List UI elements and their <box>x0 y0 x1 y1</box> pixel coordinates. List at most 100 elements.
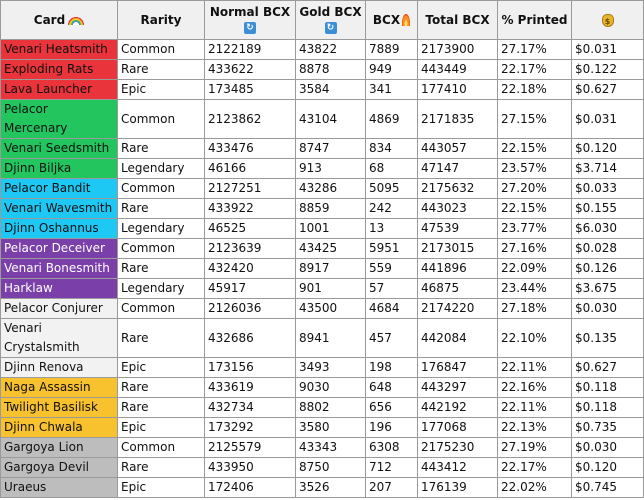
card-name-cell: Djinn Chwala <box>0 417 118 438</box>
col-header-total-bcx[interactable]: Total BCX <box>417 0 498 40</box>
rarity-cell: Legendary <box>117 218 205 239</box>
normal-bcx-cell: 432420 <box>204 258 296 279</box>
gold-bcx-cell: 8917 <box>295 258 366 279</box>
rarity-cell: Common <box>117 99 205 139</box>
printed-cell: 27.15% <box>497 99 572 139</box>
bcx-cell: 7889 <box>365 39 418 60</box>
rarity-cell: Common <box>117 238 205 259</box>
total-bcx-cell: 176139 <box>417 477 498 498</box>
col-header-card[interactable]: Card <box>0 0 118 40</box>
total-bcx-cell: 47539 <box>417 218 498 239</box>
bcx-cell: 57 <box>365 278 418 299</box>
printed-cell: 22.18% <box>497 79 572 100</box>
rarity-cell: Legendary <box>117 158 205 179</box>
price-cell: $0.627 <box>571 79 644 100</box>
col-header-normal-bcx[interactable]: Normal BCX ↻ <box>204 0 296 40</box>
card-name-cell: Djinn Biljka <box>0 158 118 179</box>
rarity-cell: Epic <box>117 357 205 378</box>
price-cell: $0.120 <box>571 457 644 478</box>
printed-cell: 22.13% <box>497 417 572 438</box>
bcx-cell: 457 <box>365 318 418 358</box>
normal-bcx-cell: 46525 <box>204 218 296 239</box>
total-bcx-cell: 2174220 <box>417 298 498 319</box>
total-bcx-cell: 176847 <box>417 357 498 378</box>
printed-cell: 27.19% <box>497 437 572 458</box>
gold-bcx-cell: 3584 <box>295 79 366 100</box>
rainbow-icon <box>68 15 85 25</box>
normal-bcx-cell: 173292 <box>204 417 296 438</box>
table-row: Exploding Rats Rare 433622 8878 949 443449 22.… <box>0 59 644 80</box>
price-cell: $0.126 <box>571 258 644 279</box>
rarity-cell: Rare <box>117 377 205 398</box>
col-header-gold-bcx[interactable]: Gold BCX ↻ <box>295 0 366 40</box>
normal-bcx-cell: 45917 <box>204 278 296 299</box>
card-name-cell: Venari Seedsmith <box>0 138 118 159</box>
col-header-printed[interactable]: % Printed <box>497 0 572 40</box>
normal-bcx-cell: 173156 <box>204 357 296 378</box>
rarity-cell: Rare <box>117 198 205 219</box>
table-row: Pelacor Bandit Common 2127251 43286 5095 2175… <box>0 178 644 199</box>
gold-bcx-cell: 43286 <box>295 178 366 199</box>
gold-bcx-cell: 43104 <box>295 99 366 139</box>
normal-bcx-cell: 433476 <box>204 138 296 159</box>
table-body: Venari Heatsmith Common 2122189 43822 7889 21… <box>0 39 644 498</box>
price-cell: $0.118 <box>571 377 644 398</box>
card-name-cell: Exploding Rats <box>0 59 118 80</box>
table-row: Harklaw Legendary 45917 901 57 46875 23.44% $3.… <box>0 278 644 299</box>
table-row: Venari Heatsmith Common 2122189 43822 7889 21… <box>0 39 644 60</box>
printed-cell: 27.17% <box>497 39 572 60</box>
printed-cell: 22.15% <box>497 138 572 159</box>
bcx-cell: 656 <box>365 397 418 418</box>
rarity-cell: Common <box>117 39 205 60</box>
gold-bcx-cell: 8747 <box>295 138 366 159</box>
rarity-cell: Epic <box>117 477 205 498</box>
gold-bcx-cell: 43500 <box>295 298 366 319</box>
total-bcx-cell: 46875 <box>417 278 498 299</box>
card-name-cell: Twilight Basilisk <box>0 397 118 418</box>
gold-bcx-cell: 913 <box>295 158 366 179</box>
gold-bcx-cell: 3493 <box>295 357 366 378</box>
normal-bcx-cell: 432686 <box>204 318 296 358</box>
total-bcx-cell: 442192 <box>417 397 498 418</box>
total-bcx-header-label: Total BCX <box>425 12 490 27</box>
card-name-cell: Venari Wavesmith <box>0 198 118 219</box>
bcx-cell: 4684 <box>365 298 418 319</box>
table-row: Pelacor Mercenary Common 2123862 43104 4869 2… <box>0 99 644 139</box>
card-name-cell: Djinn Renova <box>0 357 118 378</box>
normal-bcx-cell: 433950 <box>204 457 296 478</box>
bcx-cell: 712 <box>365 457 418 478</box>
normal-bcx-cell: 2125579 <box>204 437 296 458</box>
bcx-cell: 949 <box>365 59 418 80</box>
card-name-cell: Venari Crystalsmith <box>0 318 118 358</box>
total-bcx-cell: 177068 <box>417 417 498 438</box>
gold-bcx-cell: 8750 <box>295 457 366 478</box>
col-header-bcx[interactable]: BCX <box>365 0 418 40</box>
gold-bcx-cell: 3580 <box>295 417 366 438</box>
rarity-cell: Rare <box>117 397 205 418</box>
total-bcx-cell: 443449 <box>417 59 498 80</box>
normal-bcx-cell: 432734 <box>204 397 296 418</box>
table-row: Djinn Biljka Legendary 46166 913 68 47147 23.5… <box>0 158 644 179</box>
bcx-cell: 341 <box>365 79 418 100</box>
price-cell: $0.135 <box>571 318 644 358</box>
card-name-cell: Harklaw <box>0 278 118 299</box>
col-header-rarity[interactable]: Rarity <box>117 0 205 40</box>
total-bcx-cell: 443057 <box>417 138 498 159</box>
bcx-cell: 13 <box>365 218 418 239</box>
printed-cell: 22.15% <box>497 198 572 219</box>
gold-bcx-cell: 9030 <box>295 377 366 398</box>
table-row: Djinn Renova Epic 173156 3493 198 176847 22.11… <box>0 357 644 378</box>
col-header-price[interactable]: $ <box>571 0 644 40</box>
price-cell: $3.675 <box>571 278 644 299</box>
bcx-cell: 196 <box>365 417 418 438</box>
rarity-cell: Legendary <box>117 278 205 299</box>
total-bcx-cell: 177410 <box>417 79 498 100</box>
card-name-cell: Pelacor Conjurer <box>0 298 118 319</box>
total-bcx-cell: 2173900 <box>417 39 498 60</box>
total-bcx-cell: 2171835 <box>417 99 498 139</box>
card-name-cell: Pelacor Bandit <box>0 178 118 199</box>
normal-bcx-cell: 433622 <box>204 59 296 80</box>
bcx-header-label: BCX <box>372 12 401 27</box>
normal-bcx-cell: 433922 <box>204 198 296 219</box>
